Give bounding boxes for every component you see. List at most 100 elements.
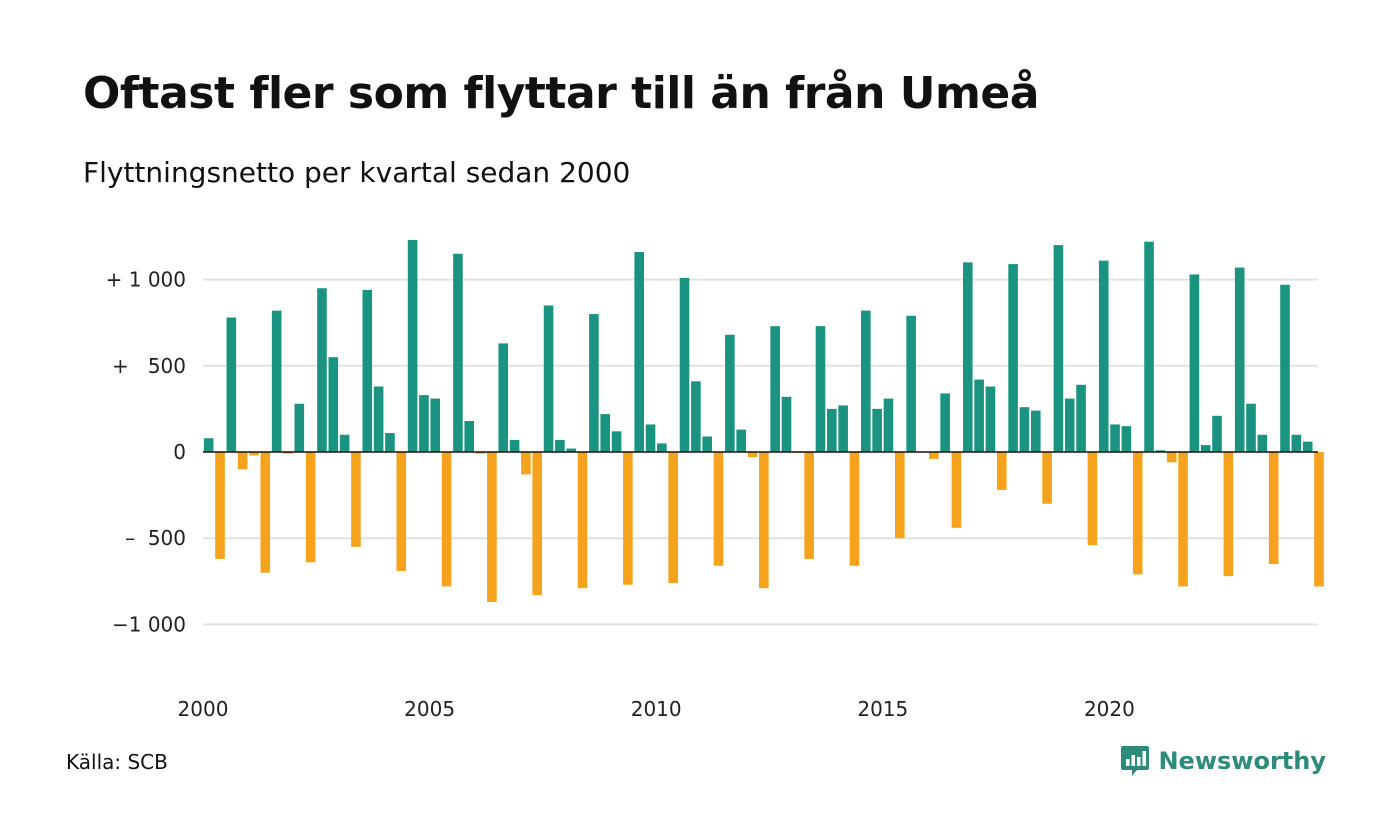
bar — [895, 452, 905, 539]
bar — [271, 310, 282, 452]
bar — [396, 452, 407, 571]
bar — [1189, 274, 1200, 452]
bar — [815, 326, 826, 452]
bar — [928, 452, 939, 459]
y-axis-ticks: + 1 000 + 500 0 – 500 −1 000 — [106, 268, 186, 637]
bar — [861, 310, 871, 452]
bar — [770, 326, 780, 452]
bar — [657, 443, 667, 452]
bar — [634, 252, 644, 452]
bar — [1008, 264, 1018, 452]
x-tick-label: 2015 — [857, 697, 908, 721]
bar — [849, 452, 860, 566]
chart-title: Oftast fler som flyttar till än från Ume… — [83, 68, 1039, 119]
bar — [1076, 384, 1086, 452]
bar — [1155, 450, 1166, 452]
bar — [487, 452, 497, 602]
y-tick-label: + 1 000 — [106, 268, 186, 292]
bar — [453, 253, 463, 452]
bar — [1110, 424, 1120, 452]
bar — [555, 439, 565, 452]
bar — [509, 439, 520, 452]
bar — [736, 429, 746, 452]
bar — [679, 277, 690, 452]
bar — [249, 452, 259, 456]
bar — [441, 452, 452, 587]
bar — [237, 452, 248, 470]
bar — [985, 386, 996, 452]
bar — [385, 433, 395, 452]
bar — [521, 452, 531, 475]
bar — [1121, 426, 1132, 452]
bars — [203, 239, 1324, 602]
bar — [498, 343, 509, 452]
bar — [475, 452, 486, 454]
brand-name: Newsworthy — [1158, 747, 1326, 775]
bar — [1144, 241, 1154, 452]
bar — [407, 239, 418, 452]
bar — [317, 288, 327, 452]
bar — [759, 452, 769, 589]
bar — [713, 452, 724, 566]
bar — [566, 448, 577, 452]
bar — [906, 315, 916, 452]
bar — [1019, 407, 1030, 452]
bar — [339, 434, 350, 452]
source-note: Källa: SCB — [66, 750, 168, 774]
bar — [725, 334, 735, 452]
bar — [1030, 410, 1041, 452]
bar — [1302, 441, 1313, 452]
bar — [577, 452, 588, 589]
chart-subtitle: Flyttningsnetto per kvartal sedan 2000 — [83, 156, 631, 189]
bar — [600, 414, 611, 452]
y-tick-label: −1 000 — [112, 612, 186, 636]
bar — [1166, 452, 1177, 463]
x-axis-ticks: 2000 2005 2010 2015 2020 — [178, 697, 1135, 721]
bar — [883, 398, 894, 452]
bar — [962, 262, 973, 452]
bar — [589, 314, 599, 452]
bar — [691, 381, 701, 452]
bar — [1223, 452, 1234, 577]
x-tick-label: 2020 — [1084, 697, 1135, 721]
y-tick-label: 0 — [173, 440, 186, 464]
newsworthy-chart-icon — [1121, 746, 1150, 776]
bar — [532, 452, 543, 596]
bar — [1212, 415, 1222, 452]
bar — [351, 452, 361, 547]
bar — [702, 436, 712, 452]
bar — [804, 452, 814, 559]
bar — [1098, 260, 1109, 452]
x-tick-label: 2010 — [631, 697, 682, 721]
bar — [260, 452, 271, 573]
bar — [1268, 452, 1279, 565]
bar — [1280, 284, 1290, 452]
bar — [543, 305, 554, 452]
bar — [1246, 403, 1256, 452]
bar — [1053, 245, 1064, 452]
bar — [305, 452, 316, 563]
bar — [611, 431, 622, 452]
bar — [294, 403, 305, 452]
bar — [1257, 434, 1268, 452]
bar — [996, 452, 1007, 490]
bar — [430, 398, 441, 452]
bar — [362, 289, 373, 452]
bar-chart: + 1 000 + 500 0 – 500 −1 000 2000 2005 2010 201… — [106, 239, 1324, 721]
brand-logo[interactable]: Newsworthy — [1120, 744, 1326, 778]
bar — [1314, 452, 1324, 587]
bar — [623, 452, 633, 585]
bar — [951, 452, 962, 528]
bar — [781, 396, 792, 452]
bar — [1087, 452, 1098, 546]
bar — [645, 424, 656, 452]
y-tick-label: + 500 — [112, 354, 186, 378]
bar — [872, 408, 882, 452]
bar — [940, 393, 950, 452]
bar — [203, 438, 214, 452]
bar — [1234, 267, 1245, 452]
x-tick-label: 2000 — [178, 697, 229, 721]
bar — [373, 386, 384, 452]
bar — [464, 420, 475, 452]
bar — [1291, 434, 1302, 452]
